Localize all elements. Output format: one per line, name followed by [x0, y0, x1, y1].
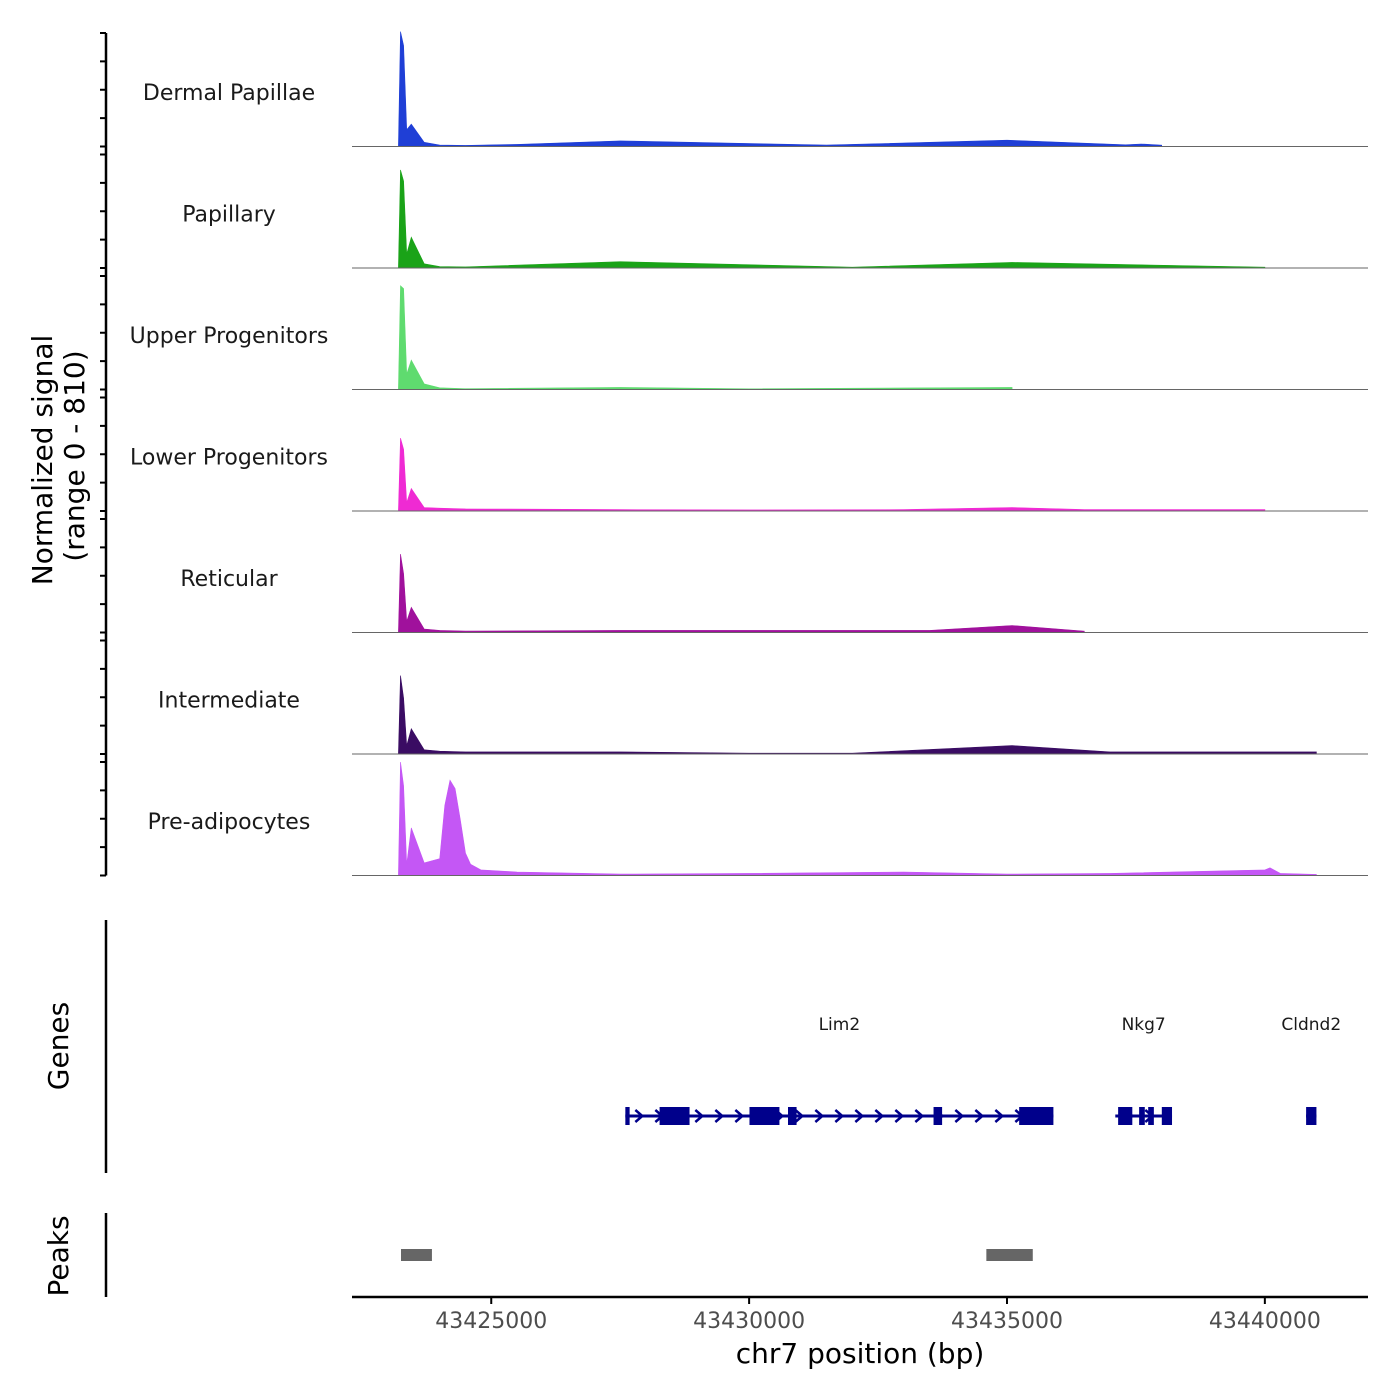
exon [1019, 1107, 1054, 1125]
peak [400, 1249, 432, 1261]
peaks-track-label: Peaks [42, 1215, 75, 1296]
strand-arrow [714, 1109, 725, 1123]
track-label: Pre-adipocytes [148, 810, 311, 835]
gene-annotation-track: Lim2 Nkg7 Cldnd2 [104, 920, 1341, 1173]
track-dermal-papillae: Dermal Papillae [143, 31, 1368, 147]
coverage-area [398, 675, 1317, 755]
track-label: Dermal Papillae [143, 81, 315, 106]
track-label: Upper Progenitors [130, 324, 329, 349]
genes-track-label: Genes [42, 1002, 75, 1090]
strand-arrow [974, 1109, 985, 1123]
exon [1139, 1107, 1145, 1125]
exon [625, 1107, 630, 1125]
track-pre-adipocytes: Pre-adipocytes [148, 761, 1368, 876]
strand-arrow [994, 1109, 1005, 1123]
y-axis-label: Normalized signal [26, 335, 59, 586]
exon [1118, 1107, 1133, 1125]
track-label: Intermediate [158, 689, 300, 714]
x-tick-label: 43440000 [1209, 1309, 1321, 1334]
coverage-area [398, 553, 1085, 633]
track-upper-progenitors: Upper Progenitors [130, 285, 1368, 390]
gene-nkg7: Nkg7 [1115, 1015, 1173, 1125]
strand-arrow [954, 1109, 965, 1123]
strand-arrow [814, 1109, 825, 1123]
track-reticular: Reticular [180, 553, 1368, 633]
x-tick-label: 43425000 [435, 1309, 547, 1334]
strand-arrow [874, 1109, 885, 1123]
gene-label: Cldnd2 [1281, 1015, 1341, 1035]
exon [933, 1107, 943, 1125]
x-tick-label: 43430000 [693, 1309, 805, 1334]
strand-arrow [734, 1109, 745, 1123]
strand-arrow [794, 1109, 805, 1123]
strand-arrow [834, 1109, 845, 1123]
strand-arrow [894, 1109, 905, 1123]
exon [788, 1107, 797, 1125]
y-axis-range-label: (range 0 - 810) [58, 350, 91, 561]
track-label: Lower Progenitors [130, 446, 328, 471]
track-lower-progenitors: Lower Progenitors [130, 438, 1368, 512]
coverage-area [398, 31, 1162, 147]
coverage-area [398, 169, 1266, 269]
track-label: Papillary [182, 203, 276, 228]
exon [1161, 1107, 1173, 1125]
track-label: Reticular [180, 567, 278, 592]
coverage-area [398, 285, 1013, 390]
gene-cldnd2: Cldnd2 [1281, 1015, 1341, 1125]
strand-arrow [914, 1109, 925, 1123]
gene-label: Nkg7 [1122, 1015, 1166, 1035]
x-axis-label: chr7 position (bp) [736, 1337, 985, 1370]
peaks-track [104, 1213, 1033, 1297]
coverage-area [398, 761, 1317, 876]
gene-label: Lim2 [819, 1015, 861, 1035]
x-tick-label: 43435000 [951, 1309, 1063, 1334]
exon [1306, 1107, 1317, 1125]
exon [659, 1107, 690, 1125]
exon [749, 1107, 780, 1125]
axes: Normalized signal (range 0 - 810) Genes … [26, 32, 1368, 1370]
strand-arrow [854, 1109, 865, 1123]
track-intermediate: Intermediate [158, 675, 1368, 755]
strand-arrow [694, 1109, 705, 1123]
coverage-tracks: Dermal Papillae Papillary Upper Progenitor… [130, 31, 1368, 876]
exon [1148, 1107, 1154, 1125]
gene-lim2: Lim2 [625, 1015, 1054, 1125]
coverage-area [398, 438, 1266, 512]
strand-arrow [634, 1109, 645, 1123]
track-papillary: Papillary [182, 169, 1368, 269]
peak [986, 1249, 1033, 1261]
